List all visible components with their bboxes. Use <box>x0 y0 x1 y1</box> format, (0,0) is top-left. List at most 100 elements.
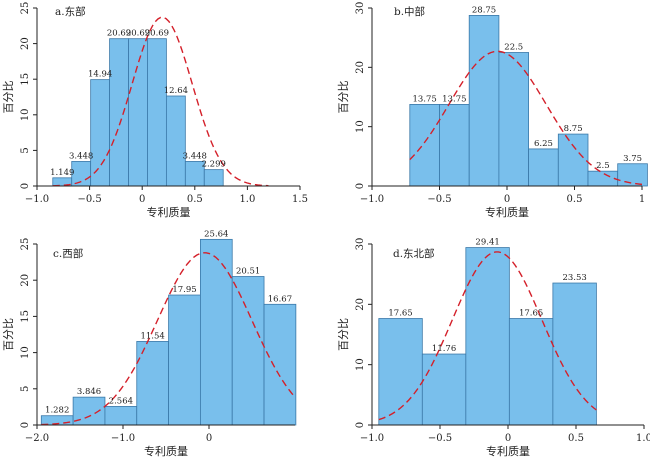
histogram-bar <box>528 148 559 187</box>
x-tick-label: −0.5 <box>77 194 101 205</box>
y-tick-label: 30 <box>355 2 366 15</box>
y-tick-label: 15 <box>20 73 31 86</box>
panel-title: d.东北部 <box>393 247 435 260</box>
y-tick-label: 15 <box>20 310 31 323</box>
histogram-bar <box>617 163 648 187</box>
x-tick-label: 1 <box>639 194 645 205</box>
bar-value-label: 20.69 <box>107 29 131 39</box>
bar-value-label: 20.51 <box>236 267 260 277</box>
bar-value-label: 17.65 <box>519 309 543 319</box>
bar-value-label: 3.448 <box>183 151 207 161</box>
panel-northeast: 17.65 11.76 29.41 17.65 23.53 −1.0 −0.5 0 0.5 1.0… <box>337 238 650 458</box>
histogram-bar <box>587 170 619 187</box>
x-tick-label: 0.5 <box>187 194 203 205</box>
y-tick-label: 20 <box>20 274 31 287</box>
histogram-bar <box>168 294 201 426</box>
bar-value-label: 23.53 <box>562 273 586 283</box>
histogram-bar <box>263 303 297 426</box>
bar-value-label: 25.64 <box>204 229 228 239</box>
bar-value-label: 2.564 <box>109 396 133 406</box>
histogram-bar <box>465 247 510 426</box>
bar-value-label: 17.95 <box>172 285 196 295</box>
bar-value-label: 29.41 <box>475 238 499 248</box>
panel-title: b.中部 <box>394 5 425 18</box>
x-axis-title: 专利质量 <box>147 205 191 219</box>
x-tick-label: −0.5 <box>428 433 452 444</box>
panel-east: 1.1493.44814.9420.6920.6920.6912.643.448… <box>2 2 308 219</box>
histogram-bar <box>199 238 233 426</box>
x-tick-label: 1.5 <box>292 194 308 205</box>
y-tick-label: 25 <box>20 238 31 251</box>
histogram-bar <box>498 52 529 187</box>
bar-value-label: 20.69 <box>126 29 150 39</box>
histogram-bar <box>231 276 265 426</box>
bar-value-label: 20.69 <box>145 29 169 39</box>
bar-value-label: 3.448 <box>69 151 93 161</box>
x-tick-label: 0 <box>139 194 145 205</box>
bar-value-label: 2.5 <box>596 161 610 171</box>
y-axis-title: 百分比 <box>2 318 15 351</box>
x-tick-label: −2.0 <box>25 433 49 444</box>
x-axis-title: 专利质量 <box>486 444 530 458</box>
bar-value-label: 3.846 <box>77 387 101 397</box>
x-tick-label: −1.0 <box>360 194 384 205</box>
bar-value-label: 14.94 <box>88 70 112 80</box>
y-tick-label: 0 <box>355 422 366 428</box>
histogram-bar <box>136 341 169 426</box>
histogram-bar <box>508 318 554 426</box>
bar-value-label: 1.149 <box>50 168 74 178</box>
y-axis-title: 百分比 <box>337 318 350 351</box>
y-tick-label: 10 <box>355 358 366 371</box>
normal-fit-curve <box>409 50 643 186</box>
y-axis-title: 百分比 <box>2 81 15 114</box>
histogram-bar <box>90 79 110 187</box>
histogram-bar <box>409 104 440 187</box>
y-tick-label: 10 <box>355 120 366 133</box>
y-tick-label: 0 <box>20 422 31 428</box>
normal-fit-curve <box>41 252 296 426</box>
x-tick-label: −1.0 <box>25 194 49 205</box>
panel-title: a.东部 <box>55 5 86 18</box>
x-axis-title: 专利质量 <box>485 205 529 219</box>
histogram-bar <box>109 38 129 187</box>
x-tick-label: 0 <box>505 433 511 444</box>
x-tick-label: 0.5 <box>568 433 584 444</box>
y-tick-label: 5 <box>20 147 31 153</box>
histogram-bar <box>552 282 597 426</box>
y-tick-label: 20 <box>355 61 366 74</box>
bar-value-label: 17.65 <box>388 309 412 319</box>
y-tick-label: 25 <box>20 2 31 15</box>
bar-value-label: 1.282 <box>45 406 69 416</box>
normal-fit-curve <box>52 16 269 187</box>
bar-value-label: 6.25 <box>534 139 553 149</box>
panel-central: 13.75 13.75 28.75 22.5 6.25 8.75 2.5 3.75 −1.0 −0… <box>337 2 648 219</box>
x-tick-label: 1.0 <box>636 433 650 444</box>
y-tick-label: 20 <box>355 298 366 311</box>
bar-value-label: 22.5 <box>504 43 523 53</box>
x-tick-label: 0.5 <box>567 194 583 205</box>
bar-value-label: 16.67 <box>268 294 292 304</box>
bar-value-label: 13.75 <box>412 94 436 104</box>
x-tick-label: −1.0 <box>111 433 135 444</box>
y-tick-label: 10 <box>20 346 31 359</box>
bar-value-label: 13.75 <box>442 94 466 104</box>
bar-value-label: 3.75 <box>623 154 642 164</box>
bar-value-label: 11.76 <box>432 344 456 354</box>
x-axis-title: 专利质量 <box>144 444 188 458</box>
histogram-bar <box>203 169 224 187</box>
panel-west: 1.282 3.846 2.564 11.54 17.95 25.64 20.51 16.67… <box>2 229 297 458</box>
y-tick-label: 0 <box>20 183 31 189</box>
histogram-bar <box>147 38 167 187</box>
panel-title: c.西部 <box>53 247 83 260</box>
y-tick-label: 20 <box>20 37 31 50</box>
normal-fit-curve <box>378 251 597 421</box>
x-tick-label: 0 <box>206 433 212 444</box>
bar-value-label: 8.75 <box>564 124 583 134</box>
y-tick-label: 0 <box>355 183 366 189</box>
histogram-bar <box>557 133 589 187</box>
y-tick-label: 30 <box>355 238 366 251</box>
histogram-bar <box>468 15 500 187</box>
histogram-bar <box>165 95 186 187</box>
bar-value-label: 28.75 <box>472 5 496 15</box>
